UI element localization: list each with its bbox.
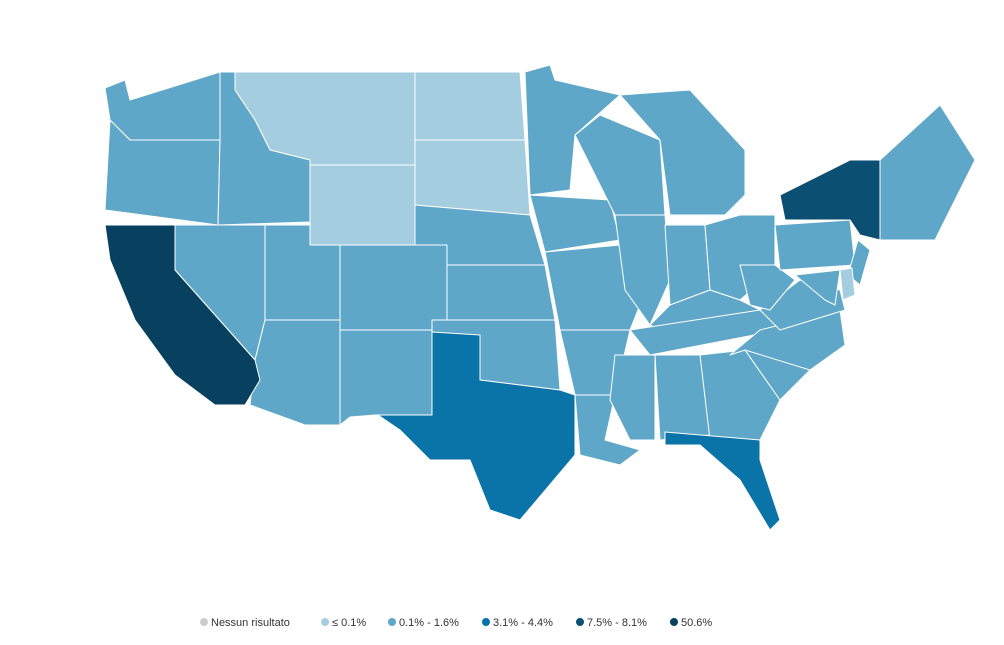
- legend-swatch: [670, 618, 678, 626]
- state: [529, 194, 621, 253]
- state: [414, 71, 526, 141]
- state: [774, 219, 856, 271]
- state: [339, 329, 433, 426]
- legend-swatch: [200, 618, 208, 626]
- state: [377, 331, 576, 521]
- state: [779, 159, 881, 241]
- state: [339, 244, 448, 331]
- state: [524, 64, 621, 196]
- state: [839, 267, 856, 301]
- state: [609, 354, 656, 441]
- legend-swatch: [576, 618, 584, 626]
- state: [739, 264, 796, 311]
- legend-label: ≤ 0.1%: [332, 617, 366, 629]
- legend-label: 3.1% - 4.4%: [493, 617, 553, 629]
- state: [104, 224, 261, 406]
- state: [574, 114, 666, 216]
- state: [794, 269, 841, 306]
- legend-label: 50.6%: [681, 617, 712, 629]
- legend-swatch: [321, 618, 329, 626]
- legend-label: Nessun risultato: [211, 617, 290, 629]
- state: [614, 214, 671, 326]
- state: [446, 264, 556, 321]
- state: [249, 319, 341, 426]
- legend-swatch: [388, 618, 396, 626]
- state: [619, 89, 746, 216]
- state: [664, 431, 781, 531]
- state: [104, 71, 221, 141]
- legend: Nessun risultato ≤ 0.1% 0.1% - 1.6% 3.1% - …: [200, 617, 712, 629]
- state: [309, 164, 416, 246]
- state: [217, 71, 311, 226]
- state: [879, 104, 976, 241]
- legend-label: 7.5% - 8.1%: [587, 617, 647, 629]
- state: [414, 139, 531, 216]
- states: [104, 64, 976, 531]
- state: [544, 244, 641, 331]
- legend-label: 0.1% - 1.6%: [399, 617, 459, 629]
- state: [847, 239, 871, 286]
- legend-swatch: [482, 618, 490, 626]
